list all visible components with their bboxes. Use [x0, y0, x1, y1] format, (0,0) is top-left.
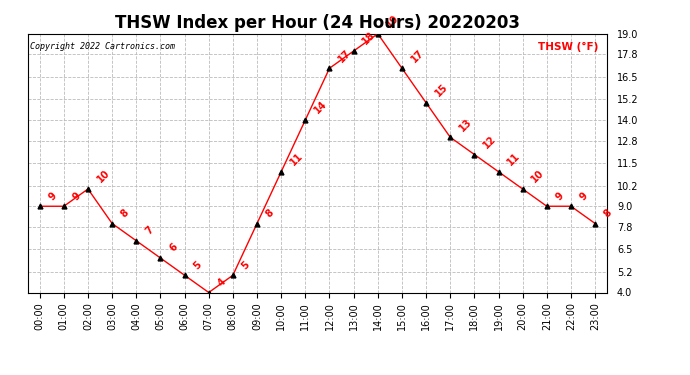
Text: 8: 8 [119, 207, 131, 219]
Text: 9: 9 [578, 190, 590, 202]
Text: 8: 8 [602, 207, 614, 219]
Text: 19: 19 [385, 13, 402, 30]
Text: 5: 5 [240, 259, 252, 271]
Text: 17: 17 [409, 48, 426, 64]
Text: THSW (°F): THSW (°F) [538, 42, 598, 52]
Text: 8: 8 [264, 207, 276, 219]
Text: 12: 12 [482, 134, 498, 150]
Title: THSW Index per Hour (24 Hours) 20220203: THSW Index per Hour (24 Hours) 20220203 [115, 14, 520, 32]
Text: 9: 9 [47, 190, 59, 202]
Text: 9: 9 [554, 190, 566, 202]
Text: 13: 13 [457, 117, 474, 133]
Text: 11: 11 [506, 151, 522, 168]
Text: 18: 18 [361, 30, 377, 47]
Text: 6: 6 [168, 242, 179, 254]
Text: 11: 11 [288, 151, 305, 168]
Text: 10: 10 [530, 168, 546, 185]
Text: Copyright 2022 Cartronics.com: Copyright 2022 Cartronics.com [30, 42, 175, 51]
Text: 5: 5 [192, 259, 204, 271]
Text: 15: 15 [433, 82, 450, 99]
Text: 14: 14 [313, 99, 329, 116]
Text: 4: 4 [216, 276, 228, 288]
Text: 10: 10 [95, 168, 112, 185]
Text: 7: 7 [144, 225, 155, 237]
Text: 9: 9 [71, 190, 83, 202]
Text: 17: 17 [337, 48, 353, 64]
